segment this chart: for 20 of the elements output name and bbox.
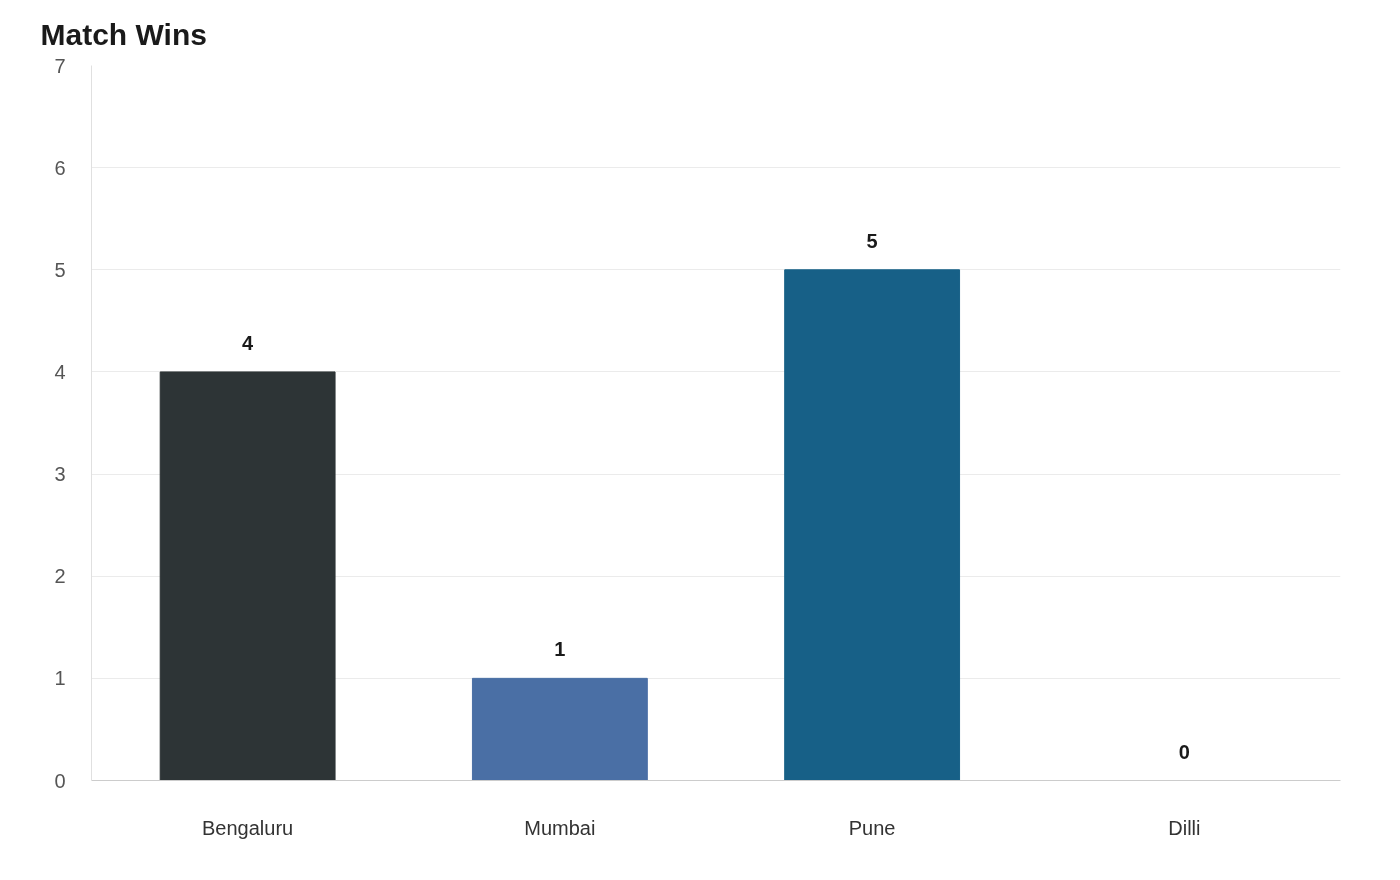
data-label: 0	[1178, 740, 1190, 763]
y-tick-label: 3	[54, 463, 66, 486]
y-tick-label: 1	[54, 667, 66, 690]
x-tick-label: Mumbai	[524, 816, 596, 839]
x-tick-label: Dilli	[1168, 816, 1201, 839]
y-tick-label: 7	[54, 54, 66, 77]
y-tick-label: 5	[54, 258, 66, 281]
x-tick-label: Bengaluru	[202, 816, 294, 839]
bar	[784, 269, 961, 781]
y-tick-label: 2	[54, 565, 66, 588]
y-tick-label: 0	[54, 769, 66, 792]
y-tick-label: 6	[54, 156, 66, 179]
data-label: 5	[866, 229, 878, 252]
data-label: 1	[554, 638, 566, 661]
bar	[471, 677, 648, 781]
bar	[159, 371, 336, 781]
data-label: 4	[242, 331, 255, 354]
y-tick-label: 4	[54, 360, 66, 383]
chart-title: Match Wins	[40, 17, 207, 51]
x-tick-label: Pune	[848, 816, 896, 839]
